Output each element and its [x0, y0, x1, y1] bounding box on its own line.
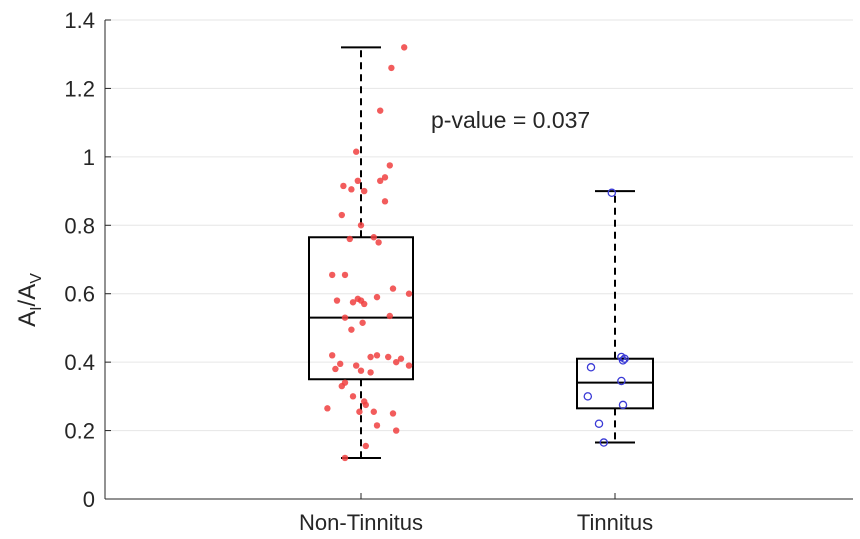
- y-tick-label: 0.4: [64, 350, 95, 375]
- y-tick-label: 1.4: [64, 8, 95, 33]
- data-point: [338, 382, 345, 390]
- data-point: [389, 410, 397, 417]
- data-point: [397, 355, 405, 362]
- y-axis-label-a1: A: [14, 311, 41, 327]
- data-point: [583, 392, 593, 401]
- data-point: [389, 285, 397, 292]
- data-point: [357, 367, 365, 374]
- boxplot-non-tinnitus: [308, 46, 414, 459]
- data-point: [620, 354, 629, 363]
- data-point: [377, 177, 384, 185]
- data-point: [348, 186, 355, 193]
- axes: [104, 20, 853, 500]
- data-point: [340, 182, 347, 190]
- y-tick-label: 0.8: [64, 213, 95, 238]
- data-points: [324, 44, 629, 462]
- y-axis-label-sub-v: V: [28, 273, 45, 284]
- data-point: [324, 405, 331, 412]
- data-point: [341, 314, 349, 321]
- data-point: [346, 235, 353, 243]
- data-point: [338, 211, 345, 219]
- data-point: [386, 162, 393, 169]
- iqr-box: [308, 236, 414, 381]
- y-tick-label: 1: [83, 145, 95, 170]
- data-point: [359, 319, 366, 326]
- data-point: [381, 174, 389, 181]
- x-tick-label: Non-Tinnitus: [299, 510, 423, 535]
- data-point: [329, 271, 336, 279]
- data-point: [353, 148, 360, 155]
- data-point: [337, 360, 344, 368]
- data-point: [375, 239, 382, 246]
- data-point: [373, 422, 381, 429]
- data-point: [370, 408, 377, 415]
- data-point: [367, 353, 374, 361]
- data-point: [618, 400, 628, 410]
- data-point: [370, 234, 377, 241]
- data-point: [373, 352, 381, 359]
- data-point: [386, 312, 393, 320]
- points-tinnitus: [583, 188, 629, 447]
- data-point: [405, 290, 413, 297]
- data-point: [333, 297, 341, 304]
- points-non-tinnitus: [324, 44, 413, 462]
- boxplots: [308, 46, 654, 459]
- data-point: [332, 365, 339, 373]
- data-point: [586, 363, 596, 372]
- data-point: [393, 427, 400, 434]
- data-point: [393, 358, 400, 366]
- data-point: [362, 401, 369, 409]
- data-point: [401, 44, 408, 51]
- data-point: [348, 326, 355, 333]
- p-value-annotation: p-value = 0.037: [431, 107, 590, 133]
- data-point: [341, 454, 349, 462]
- y-axis-label-slash: /: [14, 299, 41, 306]
- x-axis-labels: Non-Tinnitus Tinnitus: [299, 493, 653, 535]
- data-point: [385, 353, 392, 361]
- data-point: [377, 107, 384, 114]
- data-point: [341, 271, 349, 279]
- y-tick-label: 0.2: [64, 419, 95, 444]
- data-point: [356, 408, 363, 415]
- data-point: [388, 64, 395, 72]
- y-tick-label: 0.6: [64, 282, 95, 307]
- data-point: [381, 198, 389, 205]
- y-axis-label-a2: A: [14, 284, 41, 300]
- data-point: [367, 369, 374, 376]
- data-point: [607, 188, 617, 198]
- data-point: [594, 419, 604, 428]
- data-point: [361, 187, 368, 195]
- y-axis-ticks: 0 0.2 0.4 0.6 0.8 1 1.2 1.4: [64, 8, 111, 512]
- y-tick-label: 1.2: [64, 76, 95, 101]
- data-point: [362, 442, 369, 450]
- y-axis-label: AI/AV: [14, 273, 45, 327]
- data-point: [361, 300, 368, 308]
- y-axis-label-sub-i: I: [28, 306, 45, 310]
- data-point: [599, 438, 609, 447]
- data-point: [349, 299, 357, 306]
- data-point: [357, 222, 365, 229]
- data-point: [354, 177, 361, 185]
- data-point: [618, 356, 628, 365]
- grid-lines: [105, 19, 853, 432]
- data-point: [353, 362, 360, 369]
- x-tick-label: Tinnitus: [577, 510, 653, 535]
- data-point: [329, 352, 336, 359]
- data-point: [373, 293, 381, 301]
- y-tick-label: 0: [83, 487, 95, 512]
- data-point: [349, 393, 357, 400]
- data-point: [405, 362, 413, 369]
- data-point: [617, 376, 626, 386]
